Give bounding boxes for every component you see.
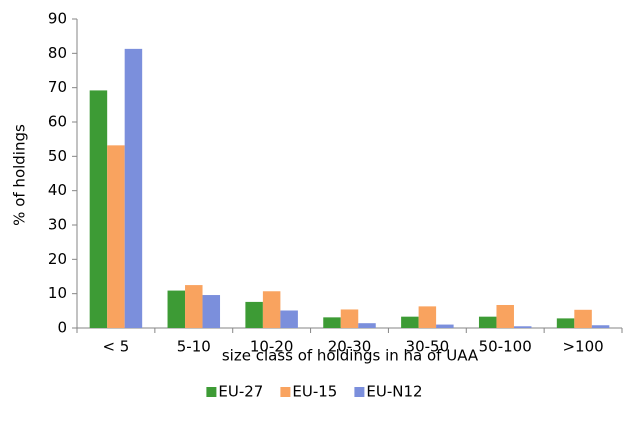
bar [245, 301, 263, 328]
x-tick-label: 20-30 [328, 338, 372, 356]
x-tick-label: >100 [562, 338, 603, 356]
bar [280, 310, 298, 328]
legend-swatch [206, 387, 217, 397]
y-tick-label: 90 [48, 10, 67, 28]
bar [323, 317, 341, 328]
bar [89, 90, 108, 328]
bar [167, 290, 186, 328]
bar [340, 309, 359, 328]
y-tick-label: 50 [48, 147, 67, 165]
x-tick-label: 10-20 [250, 338, 294, 356]
x-tick-label: 30-50 [406, 338, 450, 356]
x-tick-label: 50-100 [479, 338, 532, 356]
bar [556, 318, 575, 328]
bar [358, 323, 376, 328]
bar [107, 145, 125, 328]
y-axis-label: % of holdings [11, 124, 29, 226]
y-tick-label: 0 [57, 319, 67, 337]
bar [591, 325, 610, 328]
y-tick-label: 70 [48, 78, 67, 96]
legend-label: EU-27 [218, 383, 263, 401]
legend-label: EU-15 [292, 383, 337, 401]
bar [436, 324, 454, 328]
bar [513, 326, 532, 328]
y-tick-label: 30 [48, 216, 67, 234]
bar [496, 304, 514, 328]
y-tick-label: 10 [48, 284, 67, 302]
legend-swatch [354, 387, 365, 397]
bar [185, 285, 203, 328]
legend-swatch [280, 387, 291, 397]
x-axis-label: size class of holdings in ha of UAA [222, 347, 479, 365]
bar [202, 295, 221, 328]
legend-label: EU-N12 [366, 383, 422, 401]
y-tick-label: 60 [48, 113, 67, 131]
x-tick-label: < 5 [102, 338, 129, 356]
bar [478, 316, 497, 328]
y-tick-label: 40 [48, 181, 67, 199]
bar [124, 48, 143, 329]
x-tick-label: 5-10 [177, 338, 211, 356]
bar [574, 309, 592, 328]
bar [418, 306, 437, 328]
y-tick-label: 20 [48, 250, 67, 268]
y-tick-label: 80 [48, 44, 67, 62]
bar [262, 291, 281, 328]
bar [401, 316, 419, 328]
